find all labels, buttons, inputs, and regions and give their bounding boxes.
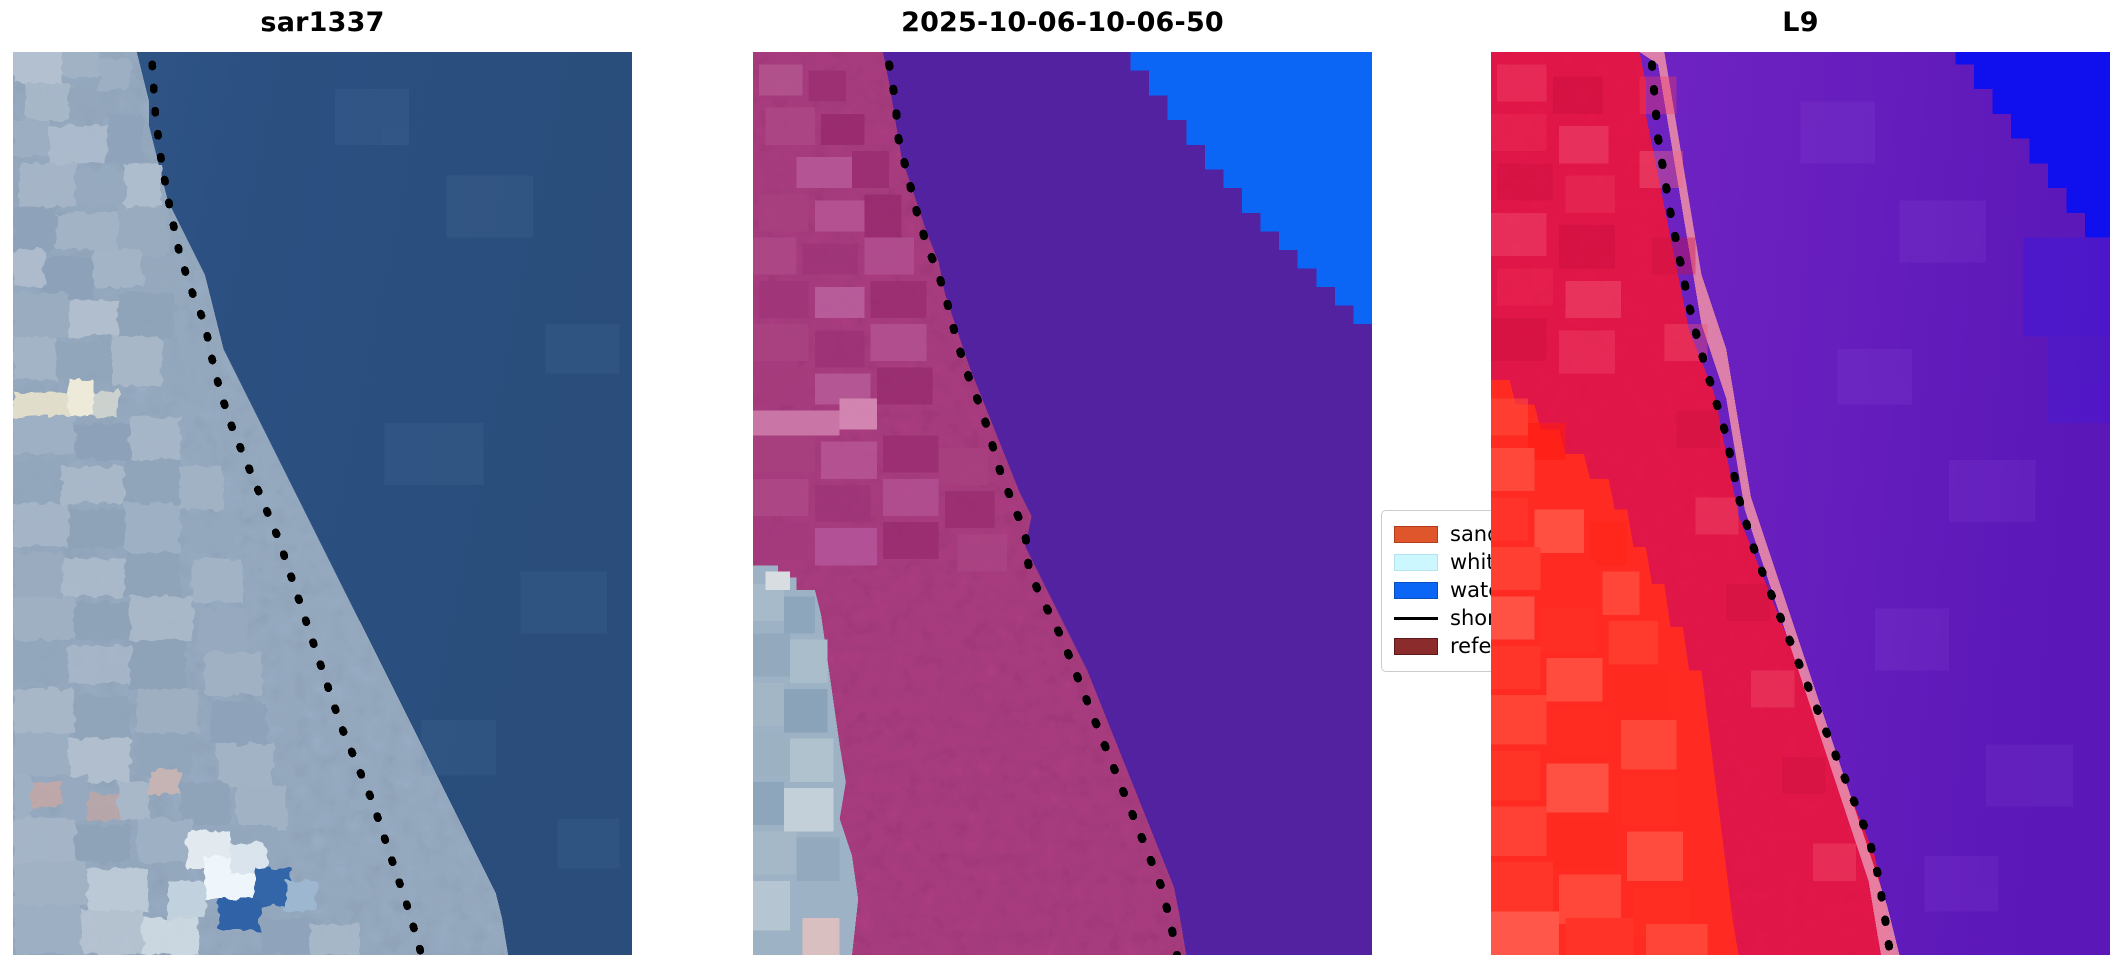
legend-swatch-water: [1394, 581, 1438, 599]
panel-sar1337: sar1337: [13, 0, 632, 956]
legend-label-sand: sand: [1450, 522, 1501, 546]
panel-classified: 2025-10-06-10-06-50: [753, 0, 1372, 956]
legend-swatch-white: [1394, 553, 1438, 571]
legend-item-reference: refer: [1382, 632, 1552, 660]
legend-item-sand: sand: [1382, 520, 1552, 548]
axes-l9[interactable]: [1491, 52, 2110, 955]
legend-swatch-shore-line: [1394, 610, 1438, 627]
legend-swatch-sand: [1394, 525, 1438, 543]
axes-sar1337[interactable]: [13, 52, 632, 955]
panel-title-classified: 2025-10-06-10-06-50: [901, 7, 1224, 38]
panel-title-sar1337: sar1337: [260, 7, 385, 38]
raster-l9-falsecolor: [1491, 52, 2110, 955]
panel-title-l9: L9: [1782, 7, 1819, 38]
legend-swatch-reference: [1394, 637, 1438, 655]
axes-classified[interactable]: [753, 52, 1372, 955]
legend-label-reference: refer: [1450, 634, 1501, 658]
panel-l9: L9: [1491, 0, 2110, 956]
raster-classified-overlay: [753, 52, 1372, 955]
raster-sar1337-truecolor: [13, 52, 632, 955]
